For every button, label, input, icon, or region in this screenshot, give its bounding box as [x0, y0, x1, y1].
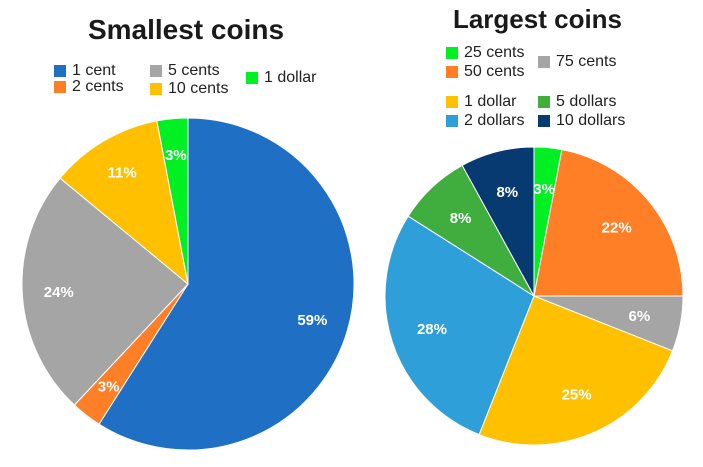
data-label-1-cent: 59% — [297, 312, 327, 329]
data-label-1-dollar: 25% — [562, 386, 592, 403]
data-label-75-cents: 6% — [629, 308, 651, 325]
largest-coins-pie: 3% 22% 6% 25% 28% 8% 8% — [372, 0, 703, 467]
data-label-10-cents: 11% — [107, 165, 136, 182]
smallest-coins-chart: Smallest coins 1 cent 2 cents 5 cents 10… — [0, 0, 372, 467]
data-label-25-cents: 3% — [533, 181, 555, 198]
data-label-5-cents: 24% — [44, 284, 74, 301]
largest-coins-chart: Largest coins 25 cents 50 cents 75 cents… — [372, 0, 703, 467]
data-label-5-dollars: 8% — [450, 210, 472, 227]
smallest-coins-pie: 59% 3% 24% 11% 3% — [0, 0, 372, 467]
data-label-10-dollars: 8% — [496, 184, 518, 201]
data-label-2-cents: 3% — [98, 378, 120, 395]
data-label-1-dollar: 3% — [165, 147, 187, 164]
data-label-2-dollars: 28% — [417, 321, 447, 338]
data-label-50-cents: 22% — [602, 220, 632, 237]
